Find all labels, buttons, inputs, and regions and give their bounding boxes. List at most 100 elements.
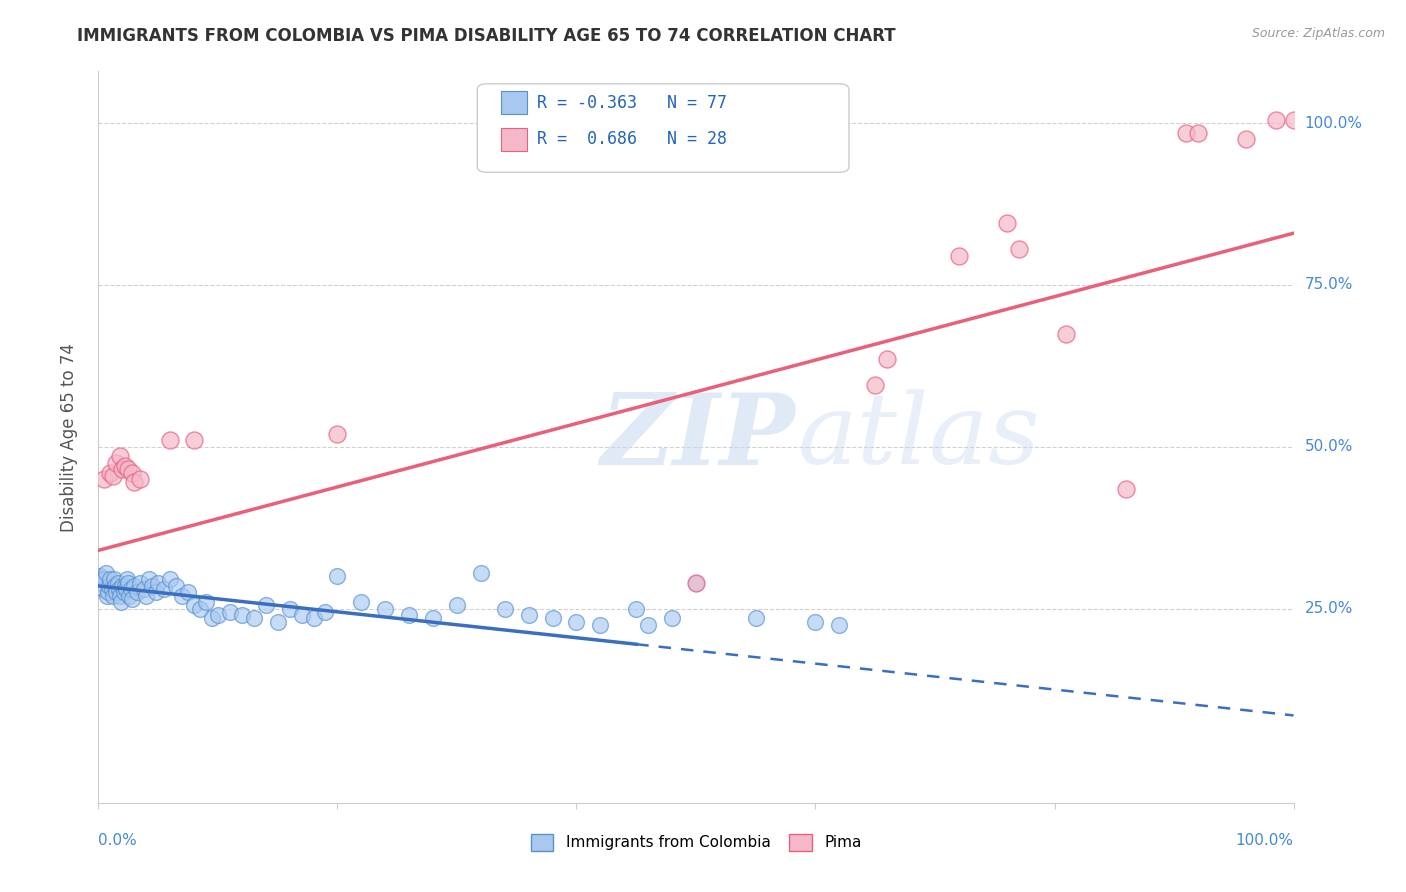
Point <box>267 615 290 629</box>
Point <box>97 585 120 599</box>
Point <box>148 575 170 590</box>
Point <box>995 217 1018 231</box>
Point <box>422 611 444 625</box>
Point <box>125 585 148 599</box>
Point <box>114 579 136 593</box>
Point <box>117 575 139 590</box>
Point <box>219 605 242 619</box>
Point <box>129 472 152 486</box>
Point <box>98 466 122 480</box>
Point <box>138 573 160 587</box>
Point <box>804 615 827 629</box>
Point <box>1282 112 1305 127</box>
Point <box>107 575 129 590</box>
Point <box>948 249 970 263</box>
Text: R = -0.363   N = 77: R = -0.363 N = 77 <box>537 94 727 112</box>
Point <box>1234 132 1257 146</box>
Point <box>326 426 349 441</box>
Point <box>98 579 121 593</box>
Point <box>243 611 266 625</box>
Point <box>828 617 851 632</box>
Point <box>865 378 887 392</box>
Text: 50.0%: 50.0% <box>1305 439 1353 454</box>
Point <box>108 450 131 464</box>
Point <box>398 608 420 623</box>
Point <box>1008 243 1031 257</box>
Point <box>124 475 146 490</box>
Point <box>153 582 176 597</box>
Point <box>91 573 114 587</box>
Text: atlas: atlas <box>797 390 1040 484</box>
Point <box>470 566 492 580</box>
Point <box>129 575 152 590</box>
Point <box>172 589 194 603</box>
Point <box>326 569 349 583</box>
Point <box>105 456 128 470</box>
Point <box>685 575 707 590</box>
Point <box>350 595 373 609</box>
Text: Source: ZipAtlas.com: Source: ZipAtlas.com <box>1251 27 1385 40</box>
Point <box>745 611 768 625</box>
Point <box>685 575 707 590</box>
Point <box>145 585 167 599</box>
Point <box>159 434 181 448</box>
Point <box>93 472 115 486</box>
Point <box>89 569 111 583</box>
Point <box>120 582 142 597</box>
Point <box>374 601 396 615</box>
Point <box>121 466 143 480</box>
FancyBboxPatch shape <box>501 91 527 114</box>
Point <box>107 582 129 597</box>
Point <box>201 611 224 625</box>
Text: 75.0%: 75.0% <box>1305 277 1353 293</box>
Text: 0.0%: 0.0% <box>98 833 138 848</box>
Text: IMMIGRANTS FROM COLOMBIA VS PIMA DISABILITY AGE 65 TO 74 CORRELATION CHART: IMMIGRANTS FROM COLOMBIA VS PIMA DISABIL… <box>77 27 896 45</box>
Point <box>90 575 112 590</box>
Legend: Immigrants from Colombia, Pima: Immigrants from Colombia, Pima <box>524 828 868 857</box>
Point <box>104 579 127 593</box>
Point <box>114 459 136 474</box>
Point <box>118 589 141 603</box>
Point <box>1187 126 1209 140</box>
Text: ZIP: ZIP <box>600 389 796 485</box>
Point <box>111 579 134 593</box>
Point <box>565 615 588 629</box>
Point <box>589 617 612 632</box>
Y-axis label: Disability Age 65 to 74: Disability Age 65 to 74 <box>59 343 77 532</box>
Text: 25.0%: 25.0% <box>1305 601 1353 616</box>
Point <box>115 573 138 587</box>
Point <box>183 599 205 613</box>
Point <box>132 582 155 597</box>
Point <box>1056 326 1078 341</box>
FancyBboxPatch shape <box>477 84 849 172</box>
Text: 100.0%: 100.0% <box>1236 833 1294 848</box>
Point <box>278 601 301 615</box>
Point <box>93 573 115 587</box>
Point <box>110 595 132 609</box>
Point <box>254 599 277 613</box>
Text: 100.0%: 100.0% <box>1305 116 1362 130</box>
Point <box>302 611 325 625</box>
Point <box>98 573 122 587</box>
Point <box>135 589 157 603</box>
Point <box>1115 482 1137 496</box>
Point <box>91 582 114 597</box>
Point <box>141 579 163 593</box>
Point <box>188 601 211 615</box>
Point <box>315 605 337 619</box>
Point <box>1175 126 1198 140</box>
Point <box>637 617 659 632</box>
Point <box>231 608 253 623</box>
Point <box>876 352 898 367</box>
Point <box>291 608 314 623</box>
Text: R =  0.686   N = 28: R = 0.686 N = 28 <box>537 130 727 148</box>
Point <box>177 585 200 599</box>
Point <box>207 608 229 623</box>
Point <box>517 608 540 623</box>
Point <box>446 599 468 613</box>
Point <box>111 462 134 476</box>
Point <box>1264 112 1286 127</box>
Point <box>195 595 218 609</box>
Point <box>100 582 122 597</box>
Point <box>96 589 118 603</box>
